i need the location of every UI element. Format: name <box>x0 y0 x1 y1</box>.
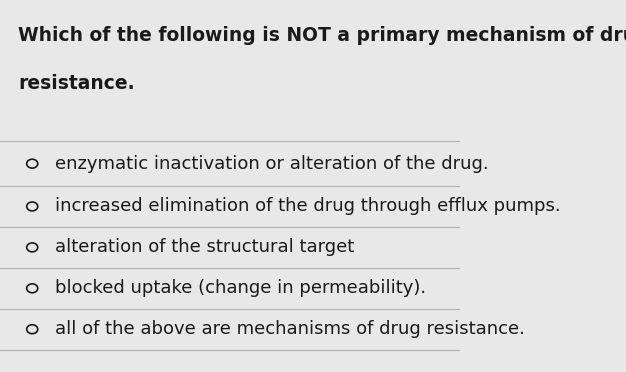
Text: alteration of the structural target: alteration of the structural target <box>55 238 354 256</box>
Text: Which of the following is NOT a primary mechanism of drug: Which of the following is NOT a primary … <box>18 26 626 45</box>
Text: blocked uptake (change in permeability).: blocked uptake (change in permeability). <box>55 279 426 297</box>
Text: all of the above are mechanisms of drug resistance.: all of the above are mechanisms of drug … <box>55 320 525 338</box>
Text: enzymatic inactivation or alteration of the drug.: enzymatic inactivation or alteration of … <box>55 155 489 173</box>
Text: resistance.: resistance. <box>18 74 135 93</box>
Text: increased elimination of the drug through efflux pumps.: increased elimination of the drug throug… <box>55 198 561 215</box>
